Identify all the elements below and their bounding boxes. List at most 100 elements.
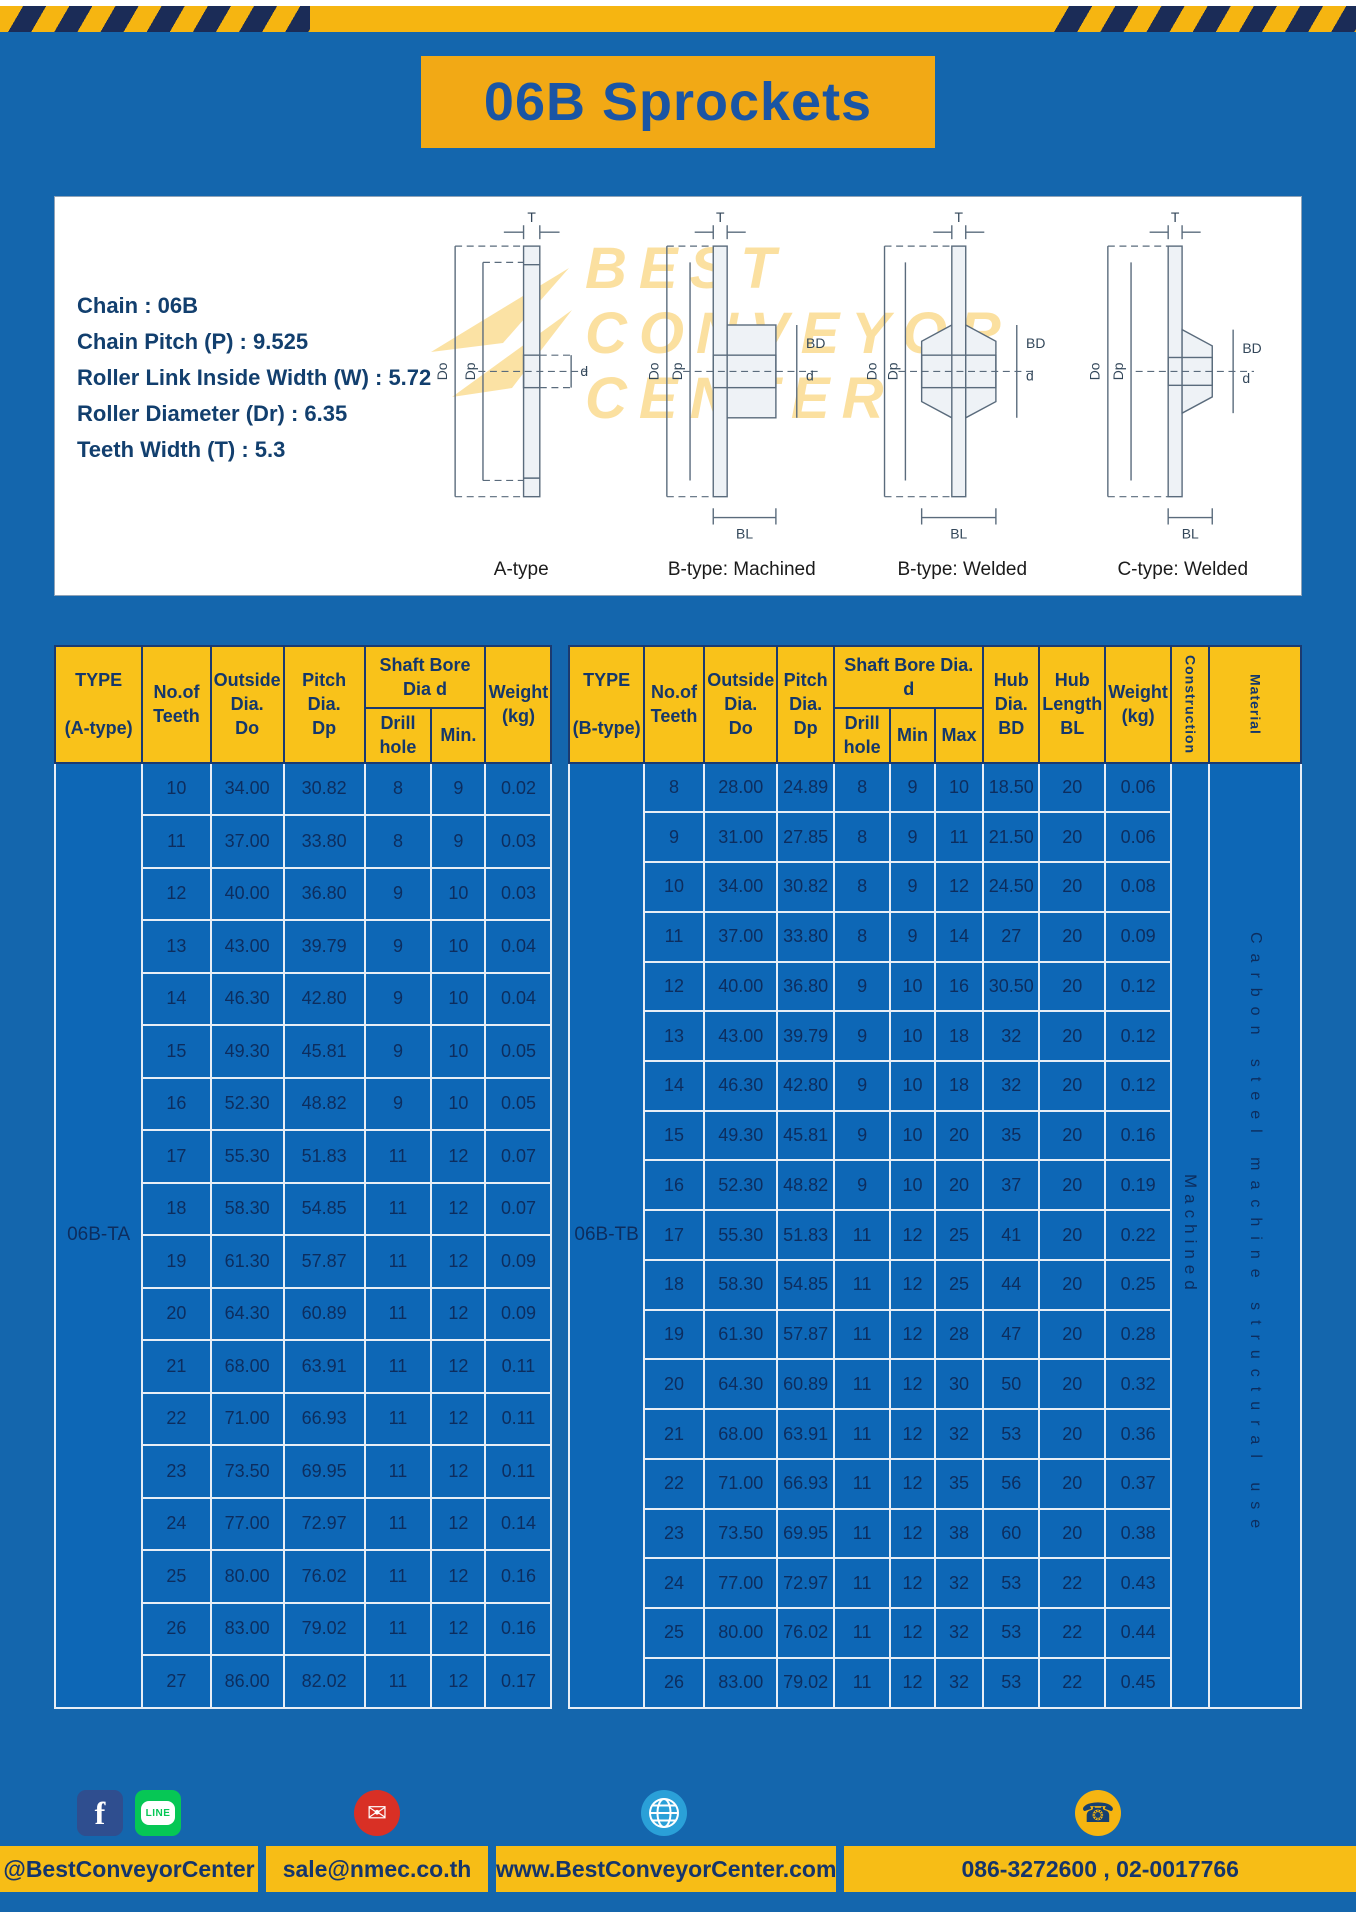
dim-label-t: T — [527, 209, 536, 225]
data-cell: 15 — [141, 1024, 212, 1079]
data-cell: 11 — [363, 1654, 433, 1709]
data-cell: 20 — [1038, 761, 1107, 814]
data-cell: 37.00 — [209, 814, 285, 869]
data-cell: 21 — [642, 1408, 706, 1460]
data-cell: 11 — [363, 1549, 433, 1604]
data-cell: 0.16 — [484, 1549, 553, 1604]
spec-chain-pitch: Chain Pitch (P) : 9.525 — [77, 329, 309, 354]
data-cell: 12 — [889, 1308, 936, 1361]
data-cell: 22 — [1038, 1607, 1107, 1659]
line-label: LINE — [145, 1807, 171, 1819]
data-cell: 0.05 — [484, 1024, 553, 1079]
table-row: 20 64.30 60.89 11 12 0.09 — [55, 1286, 553, 1342]
col-header-construction: Construction — [1169, 645, 1210, 764]
footer-phone-icon-wrap: ☎ — [840, 1786, 1356, 1840]
data-cell: 11 — [833, 1507, 892, 1560]
data-cell: 10 — [642, 861, 706, 913]
hazard-stripe-bar — [0, 6, 1356, 32]
data-cell: 17 — [141, 1129, 212, 1184]
data-cell: 12 — [889, 1258, 936, 1311]
data-cell: 58.30 — [703, 1258, 779, 1311]
data-cell: 80.00 — [209, 1549, 285, 1604]
data-cell: 64.30 — [209, 1286, 285, 1342]
line-icon: LINE — [135, 1790, 181, 1836]
sprocket-drawing-b-machined: T Do Dp BD d BL — [645, 209, 825, 541]
col-header-pitch-dia: Pitch Dia. Dp — [282, 645, 366, 764]
data-cell: 41 — [982, 1209, 1041, 1261]
data-cell: 11 — [833, 1209, 892, 1261]
footer-email-icon-wrap: ✉ — [266, 1786, 488, 1840]
data-cell: 22 — [1038, 1656, 1107, 1709]
globe-icon — [641, 1790, 687, 1836]
data-cell: 20 — [1038, 960, 1107, 1013]
data-cell: 71.00 — [703, 1457, 779, 1510]
dim-label-do: Do — [863, 362, 879, 380]
facebook-icon: f — [77, 1790, 123, 1836]
table-row: 21 68.00 63.91 11 12 0.11 — [55, 1339, 553, 1394]
data-cell: 48.82 — [282, 1076, 366, 1132]
spec-roller-diameter: Roller Diameter (Dr) : 6.35 — [77, 401, 348, 426]
data-cell: 0.11 — [484, 1391, 553, 1447]
dim-label-d: d — [806, 368, 814, 384]
data-cell: 14 — [933, 910, 985, 963]
data-cell: 0.38 — [1104, 1507, 1172, 1560]
table-row: 26 83.00 79.02 11 12 32 53 22 0.45 — [569, 1656, 1301, 1709]
data-cell: 77.00 — [209, 1496, 285, 1552]
data-cell: 9 — [642, 811, 706, 864]
data-cell: 49.30 — [703, 1109, 779, 1162]
data-cell: 9 — [363, 1076, 433, 1132]
data-cell: 36.80 — [776, 960, 836, 1013]
data-cell: 10 — [430, 1024, 487, 1079]
data-cell: 0.02 — [484, 761, 553, 817]
data-cell: 11 — [363, 1286, 433, 1342]
dim-label-d: d — [1026, 368, 1034, 384]
table-row: 20 64.30 60.89 11 12 30 50 20 0.32 — [569, 1358, 1301, 1411]
phone-numbers: 086-3272600 , 02-0017766 — [961, 1855, 1239, 1882]
data-cell: 12 — [889, 1209, 936, 1261]
table-row: 23 73.50 69.95 11 12 38 60 20 0.38 — [569, 1507, 1301, 1560]
table-row: 22 71.00 66.93 11 12 35 56 20 0.37 — [569, 1457, 1301, 1510]
data-cell: 35 — [982, 1109, 1041, 1162]
data-cell: 11 — [833, 1408, 892, 1460]
data-cell: 53 — [982, 1656, 1041, 1709]
data-cell: 8 — [833, 811, 892, 864]
data-cell: 17 — [642, 1209, 706, 1261]
data-cell: 12 — [933, 861, 985, 913]
data-cell: 12 — [430, 1286, 487, 1342]
data-cell: 11 — [933, 811, 985, 864]
data-cell: 20 — [1038, 861, 1107, 913]
data-cell: 60 — [982, 1507, 1041, 1560]
dim-label-t: T — [955, 209, 964, 225]
data-cell: 72.97 — [776, 1557, 836, 1610]
data-cell: 11 — [363, 1601, 433, 1657]
data-cell: 8 — [833, 861, 892, 913]
table-row: 25 80.00 76.02 11 12 32 53 22 0.44 — [569, 1607, 1301, 1659]
table-row: 24 77.00 72.97 11 12 0.14 — [55, 1496, 553, 1552]
data-cell: 0.06 — [1104, 761, 1172, 814]
table-row: 11 37.00 33.80 8 9 0.03 — [55, 814, 553, 869]
data-cell: 30.82 — [282, 761, 366, 817]
data-cell: 46.30 — [703, 1060, 779, 1112]
data-cell: 58.30 — [209, 1181, 285, 1237]
figure-b-type-machined: T Do Dp BD d BL B-type: — [632, 209, 853, 589]
table-row: 18 58.30 54.85 11 12 0.07 — [55, 1181, 553, 1237]
data-cell: 12 — [430, 1444, 487, 1499]
col-header-teeth: No.of Teeth — [141, 645, 212, 764]
data-cell: 19 — [141, 1234, 212, 1289]
data-cell: 0.28 — [1104, 1308, 1172, 1361]
table-row: 17 55.30 51.83 11 12 0.07 — [55, 1129, 553, 1184]
data-cell: 63.91 — [282, 1339, 366, 1394]
col-header-min: Min — [889, 707, 936, 764]
table-a-type: TYPE (A-type) No.of Teeth Outside Dia. D… — [53, 645, 553, 1709]
data-cell: 72.97 — [282, 1496, 366, 1552]
data-cell: 8 — [833, 761, 892, 814]
data-cell: 20 — [141, 1286, 212, 1342]
data-cell: 55.30 — [703, 1209, 779, 1261]
data-cell: 12 — [889, 1557, 936, 1610]
data-cell: 20 — [1038, 1258, 1107, 1311]
data-cell: 20 — [1038, 1408, 1107, 1460]
data-cell: 12 — [642, 960, 706, 1013]
data-cell: 25 — [642, 1607, 706, 1659]
spec-chain: Chain : 06B — [77, 293, 199, 318]
